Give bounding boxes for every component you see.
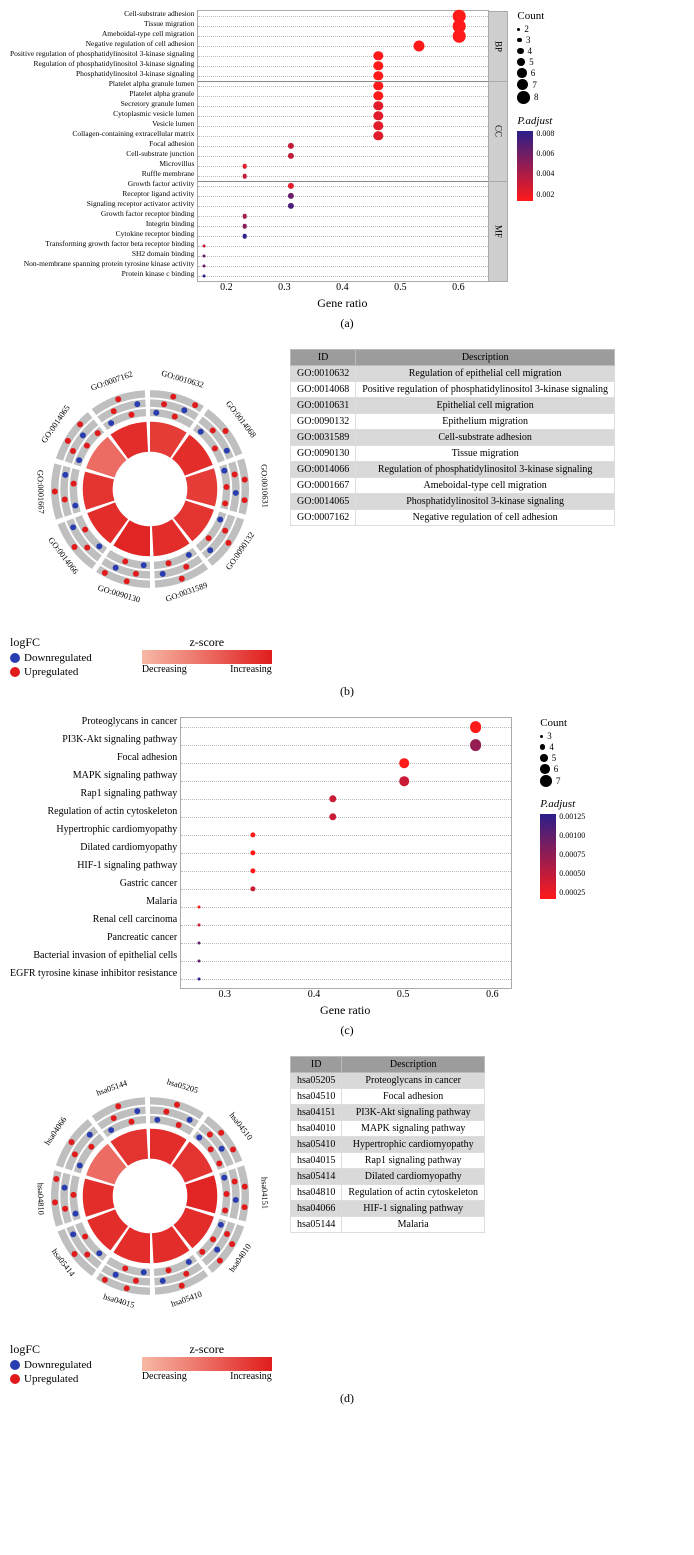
panel-c-ylabels: Proteoglycans in cancerPI3K-Akt signalin…: [10, 717, 180, 987]
caption-b: (b): [10, 684, 684, 699]
zscore-inc-d: Increasing: [230, 1371, 272, 1382]
panel-b-legend: logFC Downregulated Upregulated z-score …: [10, 635, 684, 680]
panel-b: GO:0010632GO:0014068GO:0010631GO:0090132…: [10, 349, 684, 699]
panel-c-legend: Count 34567 P.adjust 0.001250.001000.000…: [540, 717, 585, 1019]
panel-a-plot-area: BPCCMF: [197, 10, 489, 282]
count-legend-items-c: 34567: [540, 731, 585, 787]
panel-b-circular: GO:0010632GO:0014068GO:0010631GO:0090132…: [10, 349, 290, 629]
upreg-dot-icon-d: [10, 1374, 20, 1384]
svg-text:hsa05410: hsa05410: [170, 1290, 203, 1309]
svg-text:GO:0010631: GO:0010631: [259, 464, 269, 508]
upreg-label: Upregulated: [24, 666, 78, 678]
zscore-inc: Increasing: [230, 664, 272, 675]
svg-text:hsa05144: hsa05144: [95, 1078, 129, 1097]
count-legend-title: Count: [517, 10, 554, 22]
zscore-title-d: z-score: [142, 1342, 272, 1357]
panel-a-xtitle: Gene ratio: [317, 296, 367, 311]
count-legend-items: 2345678: [517, 24, 554, 104]
downreg-dot-icon: [10, 653, 20, 663]
downreg-label-d: Downregulated: [24, 1359, 92, 1371]
svg-text:GO:0010632: GO:0010632: [160, 369, 205, 390]
panel-c-xtitle: Gene ratio: [320, 1003, 370, 1018]
panel-c: Proteoglycans in cancerPI3K-Akt signalin…: [10, 717, 684, 1038]
svg-text:hsa04810: hsa04810: [36, 1183, 46, 1215]
caption-d: (d): [10, 1391, 684, 1406]
svg-text:hsa04066: hsa04066: [43, 1115, 69, 1147]
caption-c: (c): [10, 1023, 684, 1038]
padj-legend-title-c: P.adjust: [540, 798, 585, 810]
panel-c-plot-area: [180, 717, 512, 989]
padj-ticks-c: 0.001250.001000.000750.000500.00025: [559, 812, 585, 897]
upreg-label-d: Upregulated: [24, 1373, 78, 1385]
panel-a-legend: Count 2345678 P.adjust 0.0080.0060.0040.…: [517, 10, 554, 312]
logfc-title: logFC: [10, 635, 92, 650]
logfc-title-d: logFC: [10, 1342, 92, 1357]
padj-color-bar: [517, 131, 533, 201]
zscore-title: z-score: [142, 635, 272, 650]
zscore-bar: [142, 650, 272, 664]
downreg-label: Downregulated: [24, 652, 92, 664]
svg-text:hsa04151: hsa04151: [260, 1177, 270, 1209]
panel-a: Cell-substrate adhesionTissue migrationA…: [10, 10, 684, 331]
count-legend-title-c: Count: [540, 717, 585, 729]
upreg-dot-icon: [10, 667, 20, 677]
panel-d-circular: hsa05205hsa04510hsa04151hsa04010hsa05410…: [10, 1056, 290, 1336]
panel-b-table: IDDescriptionGO:0010632Regulation of epi…: [290, 349, 615, 526]
panel-a-xaxis: Gene ratio 0.20.30.40.50.6: [197, 282, 487, 312]
zscore-bar-d: [142, 1357, 272, 1371]
panel-d-legend: logFC Downregulated Upregulated z-score …: [10, 1342, 684, 1387]
padj-color-bar-c: [540, 814, 556, 899]
svg-text:hsa04015: hsa04015: [102, 1292, 135, 1310]
panel-d: hsa05205hsa04510hsa04151hsa04010hsa05410…: [10, 1056, 684, 1406]
padj-ticks: 0.0080.0060.0040.002: [536, 129, 554, 199]
panel-d-table: IDDescriptionhsa05205Proteoglycans in ca…: [290, 1056, 485, 1233]
svg-text:GO:0001667: GO:0001667: [35, 470, 45, 514]
panel-c-xaxis: Gene ratio 0.30.40.50.6: [180, 989, 510, 1019]
zscore-dec-d: Decreasing: [142, 1371, 187, 1382]
zscore-dec: Decreasing: [142, 664, 187, 675]
svg-text:hsa05205: hsa05205: [166, 1077, 199, 1095]
downreg-dot-icon-d: [10, 1360, 20, 1370]
svg-text:GO:0007162: GO:0007162: [90, 370, 134, 393]
caption-a: (a): [10, 316, 684, 331]
padj-legend-title: P.adjust: [517, 115, 554, 127]
panel-a-ylabels: Cell-substrate adhesionTissue migrationA…: [10, 10, 197, 280]
svg-text:hsa04510: hsa04510: [227, 1111, 254, 1142]
